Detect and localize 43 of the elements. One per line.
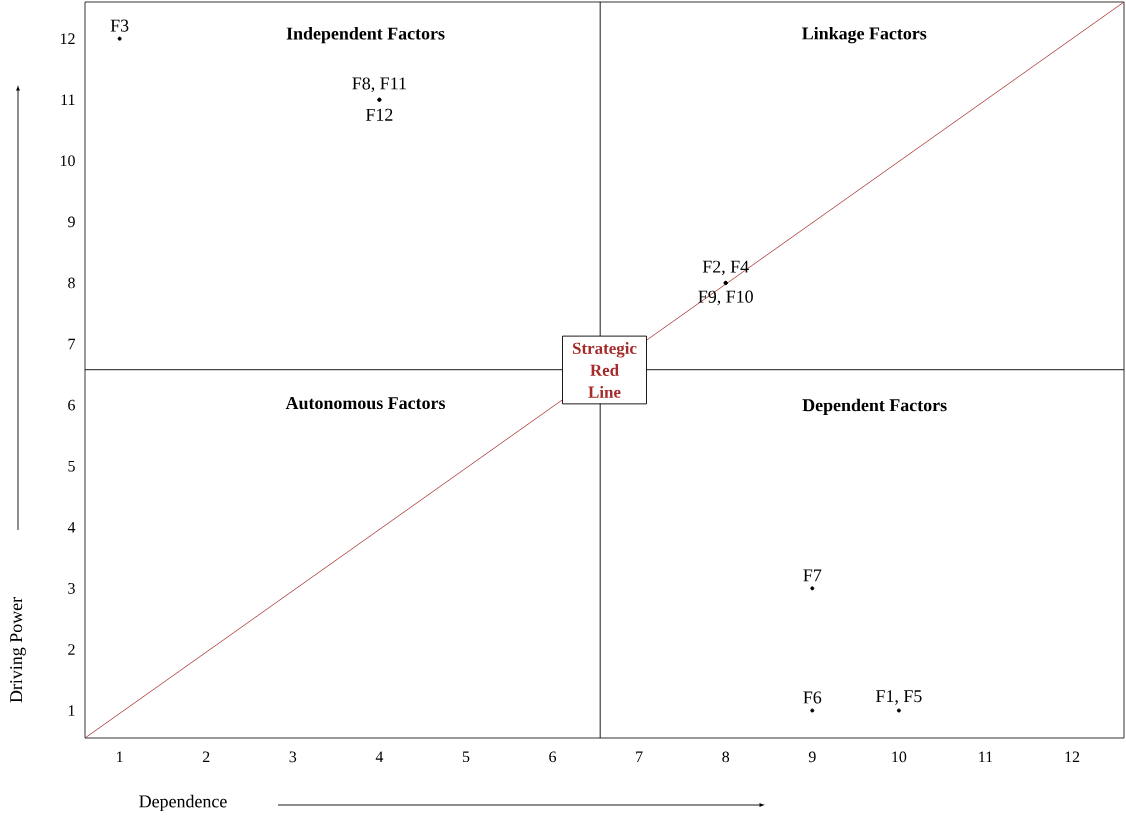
- annotation: Dependent Factors: [802, 398, 947, 415]
- y-tick-label: 11: [61, 94, 75, 105]
- x-tick-label: 2: [202, 751, 210, 763]
- y-tick-label: 8: [68, 277, 75, 289]
- x-tick-label: 4: [375, 751, 384, 763]
- y-tick-label: 1: [68, 705, 75, 716]
- annotation: Autonomous Factors: [285, 397, 446, 410]
- x-axis-title: Dependence: [139, 794, 227, 812]
- data-label: F3: [110, 19, 129, 32]
- y-tick-label: 10: [60, 155, 75, 167]
- x-tick-label: 7: [636, 751, 643, 762]
- y-tick-label: 9: [68, 216, 75, 228]
- y-tick-label: 3: [68, 583, 75, 594]
- x-tick-label: 10: [892, 751, 907, 763]
- y-tick-label: 6: [68, 399, 76, 411]
- x-tick-label: 3: [289, 751, 297, 763]
- data-label: F2, F4: [702, 260, 749, 276]
- y-tick-label: 12: [60, 33, 75, 44]
- y-tick-label: 4: [67, 522, 76, 533]
- point: [117, 36, 122, 41]
- data-label: F1, F5: [875, 690, 922, 705]
- x-tick-label: 5: [462, 751, 470, 763]
- point: [810, 586, 815, 591]
- data-label: F7: [803, 569, 822, 582]
- y-tick-label: 5: [68, 460, 75, 472]
- data-label: F9, F10: [698, 290, 753, 306]
- x-tick-label: 8: [722, 751, 730, 763]
- point: [810, 708, 815, 713]
- annotation: Independent Factors: [286, 26, 445, 44]
- x-tick-label: 12: [1065, 751, 1080, 763]
- y-axis-title: Driving Power: [10, 597, 26, 703]
- x-tick-label: 11: [979, 751, 993, 763]
- data-label: F8, F11: [352, 77, 406, 93]
- x-tick-label: 6: [549, 751, 557, 763]
- x-tick-label: 1: [117, 751, 123, 763]
- annotation: Linkage Factors: [802, 26, 927, 44]
- x-tick-label: 9: [808, 751, 816, 763]
- data-label: F6: [803, 691, 822, 704]
- point: [896, 708, 901, 713]
- y-tick-label: 2: [68, 644, 75, 655]
- y-tick-label: 7: [68, 338, 76, 350]
- data-label: F12: [365, 108, 393, 121]
- series-label: Strategic Red Line: [572, 342, 637, 398]
